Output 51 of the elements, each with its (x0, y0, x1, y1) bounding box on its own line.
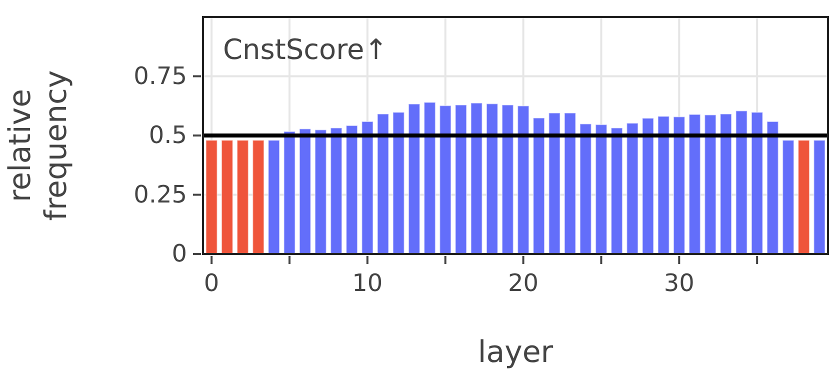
bar (330, 127, 342, 254)
bar (470, 102, 483, 254)
bar (486, 103, 498, 254)
bar (720, 113, 732, 254)
x-tick-label: 0 (204, 269, 220, 298)
y-tick-label: 0.5 (148, 121, 187, 150)
bar (688, 114, 701, 254)
bar (580, 123, 592, 254)
bar (408, 103, 420, 254)
bar (766, 121, 779, 254)
bar (376, 113, 390, 254)
bar (283, 130, 296, 254)
bar (392, 112, 405, 254)
text: CnstScore↑ (223, 33, 388, 66)
y-tick-label: 0.75 (134, 62, 187, 90)
bar (439, 105, 452, 254)
bar (704, 114, 716, 254)
bar (205, 140, 218, 254)
bar (268, 140, 280, 254)
x-tick-label: 30 (664, 269, 694, 298)
bar (750, 112, 764, 254)
x-tick-label: 20 (508, 269, 539, 298)
bar (798, 140, 810, 254)
bar (595, 124, 608, 254)
bar (454, 104, 468, 254)
bar (502, 104, 514, 254)
y-tick-label: 0 (172, 240, 187, 268)
bar (673, 116, 686, 254)
bar (813, 140, 826, 254)
bar (424, 102, 436, 254)
x-axis-title: layer (478, 335, 554, 370)
bar (657, 116, 670, 254)
bar (252, 140, 264, 254)
bar (236, 140, 249, 254)
bar (517, 105, 530, 254)
bar (782, 140, 794, 254)
bar (735, 110, 748, 254)
x-tick-label: 10 (352, 269, 383, 298)
bar (314, 129, 327, 254)
bar (298, 128, 312, 254)
bar (361, 121, 374, 254)
y-tick-label: 0.25 (134, 180, 187, 208)
bar (642, 118, 654, 254)
bar (610, 127, 623, 254)
bar (564, 112, 576, 254)
bar (346, 125, 358, 254)
bar (626, 122, 639, 254)
bar (532, 117, 545, 254)
bar (548, 112, 561, 254)
y-axis-title: relative frequency (3, 70, 74, 221)
bar (221, 140, 234, 254)
